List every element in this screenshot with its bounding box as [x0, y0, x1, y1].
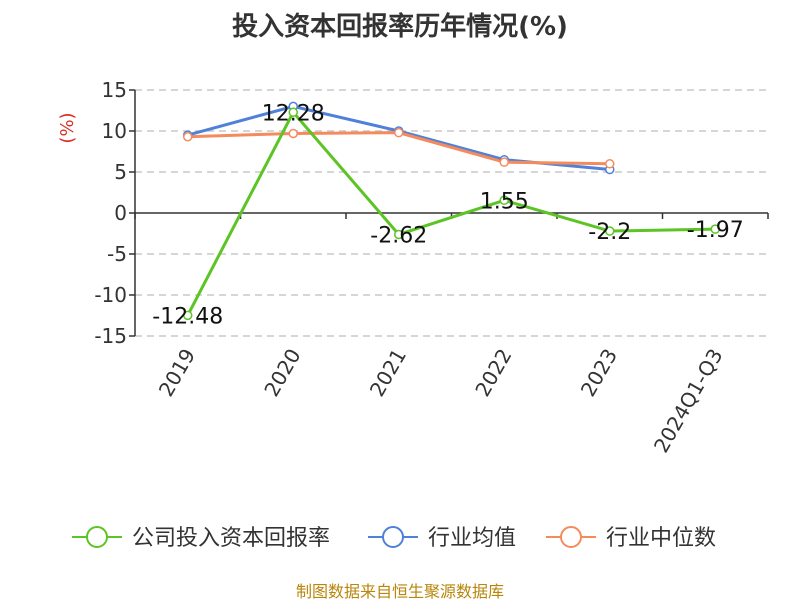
series-point-0: [394, 229, 404, 240]
data-label: -2.62: [370, 223, 427, 248]
x-tick-label: 2021: [365, 345, 411, 401]
legend-marker-1: [382, 526, 404, 548]
y-tick-label: -5: [107, 242, 127, 266]
y-tick-label: 15: [102, 78, 127, 102]
y-tick-label: -15: [94, 324, 127, 348]
legend-marker-2: [560, 526, 582, 548]
data-labels: -12.48 12.28 -2.62 1.55 -2.2 -1.97: [152, 101, 743, 329]
legend-label-2: 行业中位数: [606, 526, 716, 551]
series-point-0: [605, 226, 615, 236]
series-point-2: [605, 159, 615, 169]
data-label: -12.48: [152, 304, 223, 329]
y-axis-label: (%): [57, 112, 78, 143]
series-point-0: [710, 224, 720, 234]
legend-label-0: 公司投入资本回报率: [132, 526, 330, 551]
y-tick-label: -10: [94, 283, 127, 307]
series-point-0: [183, 310, 193, 321]
x-tick-label: 2022: [470, 345, 516, 401]
series-points: [183, 101, 720, 321]
data-label: 12.28: [262, 101, 325, 126]
grid-lines: [135, 89, 768, 337]
legend: 公司投入资本回报率 行业均值 行业中位数: [72, 526, 716, 551]
legend-label-1: 行业均值: [428, 526, 516, 551]
series-point-2: [499, 157, 509, 167]
series-point-0: [288, 107, 298, 118]
series-line-0: [186, 109, 716, 317]
series-point-0: [499, 195, 509, 206]
data-label: 1.55: [480, 189, 529, 214]
legend-marker-0: [86, 526, 108, 548]
y-tick-label: 10: [102, 119, 127, 143]
series-line-1: [187, 104, 610, 172]
chart-title: 投入资本回报率历年情况(%): [232, 12, 568, 42]
x-tick-label: 2023: [576, 345, 622, 401]
series-lines: [186, 104, 716, 317]
y-tick-label: 5: [114, 160, 127, 184]
series-point-2: [288, 128, 298, 139]
data-label: -1.97: [687, 218, 744, 243]
source-footer: 制图数据来自恒生聚源数据库: [295, 582, 504, 601]
x-tick-label: 2019: [154, 345, 200, 401]
data-label: -2.2: [588, 220, 631, 245]
x-tick-label: 2020: [259, 345, 305, 401]
series-point-2: [394, 127, 404, 138]
x-tick-label: 2024Q1-Q3: [649, 345, 728, 457]
axes: [129, 89, 769, 337]
series-point-2: [183, 131, 193, 142]
y-tick-label: 0: [114, 201, 127, 225]
